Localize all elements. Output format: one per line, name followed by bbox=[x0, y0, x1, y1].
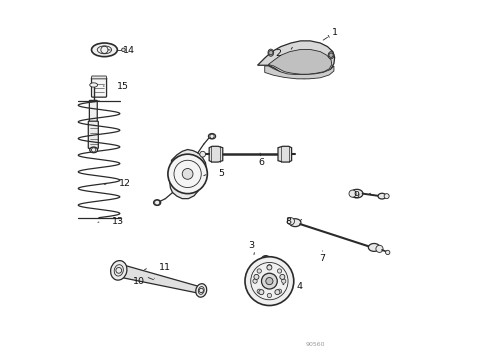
Ellipse shape bbox=[328, 51, 334, 59]
Text: 5: 5 bbox=[218, 169, 224, 178]
Circle shape bbox=[349, 190, 356, 197]
Circle shape bbox=[254, 274, 259, 279]
Circle shape bbox=[277, 289, 282, 293]
Ellipse shape bbox=[378, 193, 386, 199]
Polygon shape bbox=[170, 149, 206, 199]
Text: 3: 3 bbox=[248, 241, 254, 250]
Circle shape bbox=[287, 218, 294, 225]
Text: 6: 6 bbox=[258, 158, 264, 167]
Text: 1: 1 bbox=[332, 28, 338, 37]
Text: 2: 2 bbox=[275, 49, 281, 58]
Circle shape bbox=[267, 265, 271, 269]
Ellipse shape bbox=[153, 200, 161, 206]
Circle shape bbox=[122, 48, 125, 51]
Circle shape bbox=[259, 290, 264, 295]
Ellipse shape bbox=[268, 49, 274, 56]
Circle shape bbox=[182, 168, 193, 179]
Text: 14: 14 bbox=[123, 46, 135, 55]
FancyBboxPatch shape bbox=[92, 78, 107, 97]
Ellipse shape bbox=[111, 261, 127, 280]
Text: 11: 11 bbox=[159, 263, 171, 272]
Text: 13: 13 bbox=[112, 217, 123, 226]
Circle shape bbox=[266, 278, 273, 285]
Ellipse shape bbox=[196, 284, 207, 297]
Circle shape bbox=[257, 269, 261, 273]
Circle shape bbox=[168, 154, 207, 194]
Circle shape bbox=[267, 265, 272, 270]
Circle shape bbox=[280, 274, 285, 279]
FancyBboxPatch shape bbox=[88, 121, 98, 148]
Ellipse shape bbox=[90, 83, 98, 87]
Ellipse shape bbox=[208, 134, 216, 139]
Ellipse shape bbox=[92, 43, 117, 57]
Circle shape bbox=[282, 279, 286, 283]
Text: 9: 9 bbox=[353, 190, 359, 199]
FancyBboxPatch shape bbox=[89, 100, 97, 123]
Text: 8: 8 bbox=[286, 217, 292, 226]
Text: 4: 4 bbox=[297, 282, 303, 291]
Circle shape bbox=[275, 290, 280, 295]
Text: 10: 10 bbox=[133, 276, 146, 285]
Ellipse shape bbox=[90, 147, 98, 153]
Circle shape bbox=[257, 289, 261, 293]
Circle shape bbox=[267, 293, 271, 298]
Circle shape bbox=[277, 269, 282, 273]
Polygon shape bbox=[258, 41, 335, 78]
Circle shape bbox=[386, 250, 390, 255]
Ellipse shape bbox=[290, 219, 301, 226]
Polygon shape bbox=[278, 146, 292, 162]
Polygon shape bbox=[91, 76, 107, 79]
Circle shape bbox=[245, 257, 294, 306]
Circle shape bbox=[262, 273, 277, 289]
Ellipse shape bbox=[262, 256, 270, 261]
Ellipse shape bbox=[368, 243, 380, 251]
Text: 7: 7 bbox=[319, 255, 325, 264]
Polygon shape bbox=[117, 264, 202, 294]
Circle shape bbox=[384, 194, 389, 199]
Text: 12: 12 bbox=[119, 179, 131, 188]
Text: 90560: 90560 bbox=[305, 342, 325, 347]
Text: 15: 15 bbox=[117, 82, 129, 91]
Circle shape bbox=[376, 245, 383, 252]
Ellipse shape bbox=[351, 189, 363, 198]
Polygon shape bbox=[269, 49, 332, 74]
Polygon shape bbox=[265, 66, 334, 79]
Polygon shape bbox=[209, 146, 223, 162]
Circle shape bbox=[253, 279, 257, 283]
Circle shape bbox=[200, 151, 205, 157]
